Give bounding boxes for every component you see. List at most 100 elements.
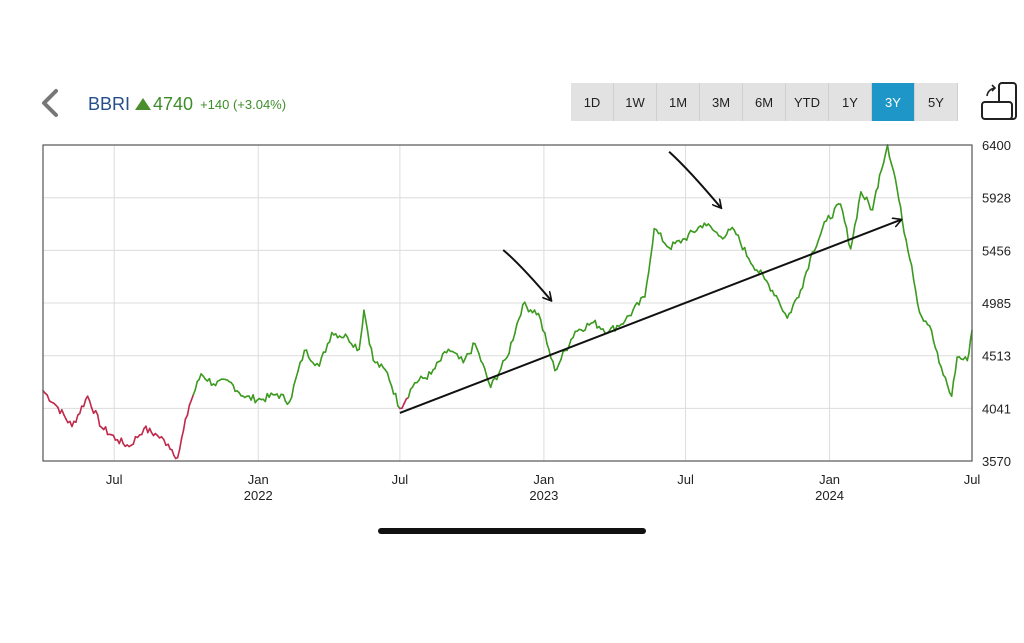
ticker-symbol[interactable]: BBRI (88, 93, 131, 114)
x-tick-label: Jul (964, 472, 981, 487)
range-button-3y[interactable]: 3Y (872, 83, 915, 121)
range-button-3m[interactable]: 3M (700, 83, 743, 121)
price-line-segment (558, 358, 562, 365)
x-tick-label: Jul (392, 472, 409, 487)
x-tick-label: Jan (533, 472, 554, 487)
price-line-segment (232, 384, 236, 393)
price-line-segment (896, 188, 900, 201)
price-line-segment (456, 353, 460, 360)
price-line-segment (786, 312, 791, 319)
y-tick-label: 4985 (982, 296, 1011, 311)
price-line-segment (630, 309, 634, 317)
price-line-segment (141, 427, 145, 436)
ticker-header: BBRI 4740 +140 (+3.04%) (88, 92, 286, 116)
price-line-segment (659, 232, 664, 243)
price-line-segment (434, 361, 438, 370)
price-line-segment (572, 330, 577, 339)
price-line-segment (899, 206, 904, 222)
price-line-segment (813, 245, 818, 252)
price-line-segment (470, 342, 474, 355)
price-line-segment (815, 239, 820, 248)
price-line-segment (946, 384, 951, 394)
range-button-5y[interactable]: 5Y (915, 83, 958, 121)
price-line-segment (370, 347, 375, 362)
price-line-segment (320, 351, 325, 359)
price-line-segment (46, 394, 51, 402)
price-line-segment (301, 349, 306, 361)
price-line-segment (346, 336, 351, 343)
price-line-segment (865, 196, 870, 204)
price-line-segment (877, 174, 881, 189)
home-indicator (378, 528, 646, 534)
price-line-segment (920, 315, 925, 322)
range-button-6m[interactable]: 6M (743, 83, 786, 121)
price-line-segment (560, 351, 564, 361)
range-button-1y[interactable]: 1Y (829, 83, 872, 121)
price-line-segment (651, 227, 656, 246)
price-line-segment (79, 405, 83, 415)
price-line-segment (790, 304, 794, 314)
price-line-segment (916, 303, 921, 314)
price-line-segment (890, 162, 895, 171)
range-button-1w[interactable]: 1W (614, 83, 657, 121)
price-line-segment (132, 435, 137, 445)
price-line-segment (500, 360, 504, 370)
price-line-segment (894, 177, 898, 190)
price-line-segment (761, 273, 766, 280)
price-line-segment (855, 201, 860, 219)
y-tick-label: 4513 (982, 349, 1011, 364)
price-line-segment (295, 370, 299, 380)
x-tick-label: Jul (677, 472, 694, 487)
range-button-1m[interactable]: 1M (657, 83, 700, 121)
price-line-segment (478, 352, 482, 362)
price-line-segment (519, 303, 524, 316)
price-line-segment (194, 380, 198, 391)
price-line-segment (670, 241, 674, 251)
price-line-segment (178, 437, 183, 451)
price-line-segment (638, 297, 642, 306)
price-line-segment (366, 330, 371, 345)
price-line-segment (880, 162, 885, 171)
price-line-segment (892, 169, 897, 180)
range-button-1d[interactable]: 1D (571, 83, 614, 121)
price-line-segment (401, 402, 405, 410)
price-line-segment (508, 341, 512, 355)
price-line-segment (743, 246, 748, 257)
range-button-ytd[interactable]: YTD (786, 83, 829, 121)
price-line-segment (297, 361, 302, 372)
price-line-segment (807, 256, 812, 270)
x-tick-label: Jan (819, 472, 840, 487)
price-line-segment (748, 258, 752, 265)
price-line-segment (86, 395, 91, 402)
price-line-segment (544, 332, 548, 345)
price-line-segment (548, 348, 552, 359)
annotation-arrow (668, 150, 721, 208)
price-line-segment (354, 343, 359, 352)
price-line-segment (867, 202, 872, 211)
price-line-segment (328, 331, 333, 343)
price-line-segment (928, 325, 933, 332)
price-line-segment (88, 399, 93, 409)
price-line-segment (771, 289, 776, 297)
plot-frame (42, 144, 973, 462)
price-line-segment (952, 371, 957, 382)
price-line-segment (851, 224, 856, 240)
price-line-segment (914, 289, 919, 305)
price-line-segment (180, 429, 185, 440)
price-line-segment (252, 394, 256, 404)
price-line-segment (888, 155, 893, 165)
price-line-segment (514, 323, 518, 335)
device-rotate-icon[interactable] (978, 80, 1022, 124)
price-line-segment (112, 434, 117, 441)
price-line-segment (163, 438, 167, 447)
price-line-segment (930, 330, 935, 342)
price-line-segment (849, 238, 854, 250)
price-line-segment (886, 144, 891, 158)
price-line-segment (839, 203, 844, 212)
price-line-segment (940, 366, 945, 376)
x-tick-label: Jul (106, 472, 123, 487)
price-line-segment (305, 349, 310, 359)
back-chevron-icon[interactable] (34, 86, 68, 120)
price-line-segment (288, 396, 293, 403)
